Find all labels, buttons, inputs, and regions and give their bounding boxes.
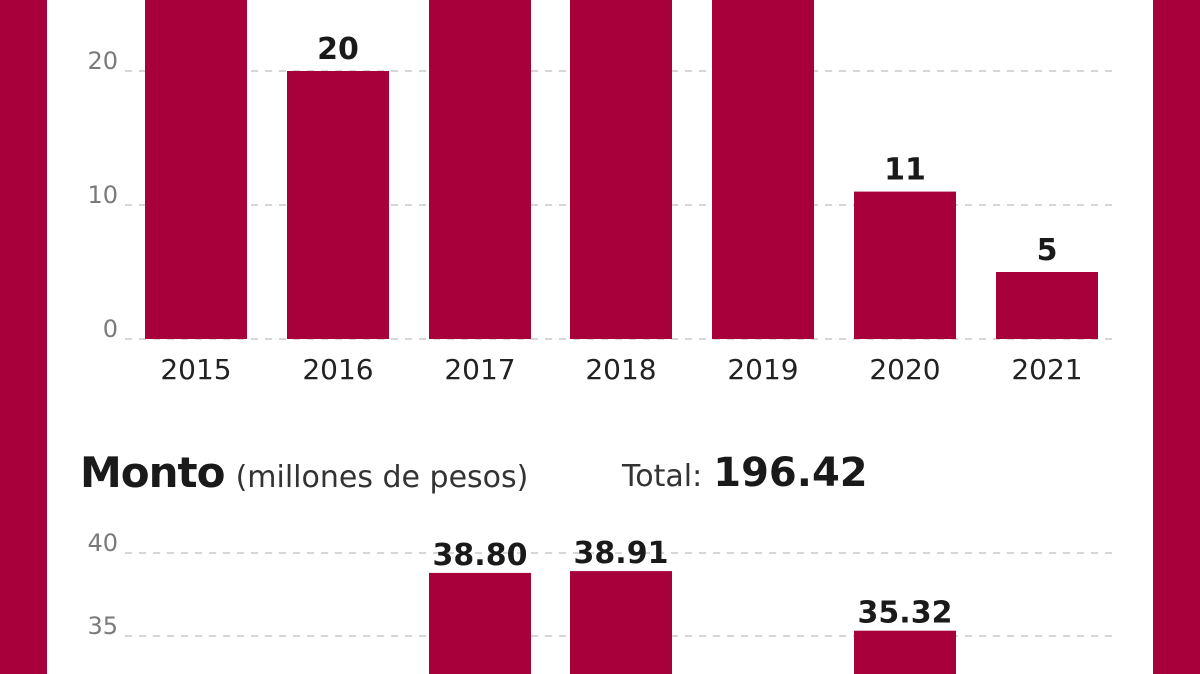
left-border-band [0, 0, 47, 674]
count-bar-2020 [854, 191, 956, 339]
count-bar-2018 [570, 0, 672, 339]
year-label-2017: 2017 [444, 353, 515, 386]
count-value-label: 20 [317, 32, 359, 67]
total-block: Total: 196.42 [622, 450, 868, 496]
right-border-band [1153, 0, 1200, 674]
total-value: 196.42 [713, 450, 868, 496]
amount-y-tick: 40 [87, 529, 118, 557]
year-label-2018: 2018 [585, 353, 656, 386]
count-bar-2016 [287, 71, 389, 339]
amount-value-label: 38.80 [433, 538, 528, 573]
year-label-2020: 2020 [869, 353, 940, 386]
count-y-tick: 10 [87, 181, 118, 209]
count-y-tick: 0 [103, 315, 118, 343]
amount-bar-2017 [429, 572, 531, 674]
count-bar-2019 [712, 0, 814, 339]
amount-bar-2020 [854, 630, 956, 674]
amount-bar-2018 [570, 571, 672, 674]
count-y-tick: 20 [87, 47, 118, 75]
year-label-2015: 2015 [160, 353, 231, 386]
count-bar-2021 [996, 272, 1098, 339]
count-value-label: 11 [884, 153, 926, 188]
amount-y-tick: 35 [87, 612, 118, 640]
year-label-2021: 2021 [1011, 353, 1082, 386]
amount-title: Monto [80, 448, 225, 497]
amount-heading: Monto (millones de pesos) [80, 448, 528, 497]
amount-value-label: 38.91 [574, 536, 669, 571]
count-bar-2015 [145, 0, 247, 339]
count-bar-2017 [429, 0, 531, 339]
count-value-label: 5 [1037, 233, 1058, 268]
year-label-2019: 2019 [727, 353, 798, 386]
amount-unit: (millones de pesos) [235, 460, 529, 495]
amount-value-label: 35.32 [858, 596, 953, 631]
total-label: Total: [622, 459, 703, 494]
year-label-2016: 2016 [302, 353, 373, 386]
